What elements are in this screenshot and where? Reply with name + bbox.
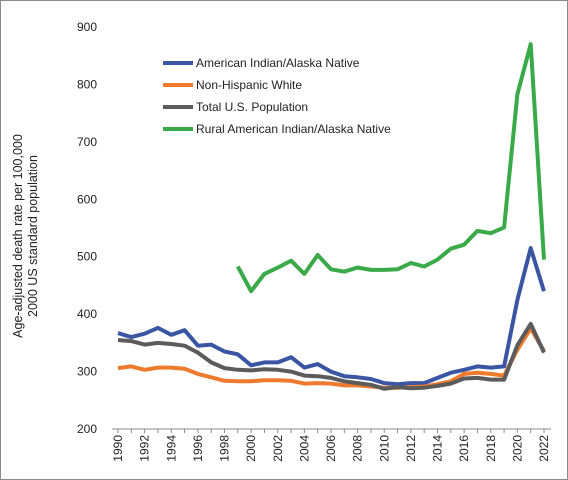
- series-line: [117, 321, 546, 391]
- x-tick-label: 2006: [324, 435, 338, 462]
- x-tick-label: 2018: [484, 435, 498, 462]
- y-tick-label: 300: [77, 365, 97, 379]
- y-axis-label-line2: 2000 US standard population: [26, 155, 40, 317]
- x-tick-label: 1994: [164, 435, 178, 462]
- series-line: [117, 326, 546, 390]
- x-tick-label: 2022: [537, 435, 551, 462]
- legend-label: Total U.S. Population: [196, 100, 308, 114]
- y-tick-label: 700: [77, 135, 97, 149]
- y-tick-label: 800: [77, 77, 97, 91]
- x-tick-label: 2020: [510, 435, 524, 462]
- x-tick-label: 2016: [457, 435, 471, 462]
- series-line: [117, 246, 546, 387]
- x-tick-label: 2010: [377, 435, 391, 462]
- x-tick-label: 1998: [218, 435, 232, 462]
- x-tick-label: 2004: [297, 435, 311, 462]
- y-tick-label: 500: [77, 250, 97, 264]
- y-tick-label: 200: [77, 422, 97, 436]
- y-tick-label: 900: [77, 20, 97, 34]
- legend-label: American Indian/Alaska Native: [196, 56, 360, 70]
- legend-label: Rural American Indian/Alaska Native: [196, 122, 391, 136]
- y-axis-label: Age-adjusted death rate per 100,000 2000…: [11, 134, 40, 338]
- y-tick-label: 400: [77, 307, 97, 321]
- legend-label: Non-Hispanic White: [196, 78, 302, 92]
- legend: American Indian/Alaska Native Non-Hispani…: [163, 56, 391, 136]
- x-tick-label: 2002: [271, 435, 285, 462]
- x-tick-label: 2000: [244, 435, 258, 462]
- x-tick-label: 1990: [111, 435, 125, 462]
- y-axis-label-line1: Age-adjusted death rate per 100,000: [11, 134, 25, 338]
- series-line: [236, 42, 546, 294]
- series-lines: [117, 42, 546, 391]
- x-tick-label: 2014: [431, 435, 445, 462]
- x-tick-label: 1996: [191, 435, 205, 462]
- x-axis-ticks: 1990 1992 1994 1996 1998 2000 2002 2004 2006 2008…: [111, 429, 551, 462]
- x-tick-label: 2012: [404, 435, 418, 462]
- x-tick-label: 1992: [138, 435, 152, 462]
- y-tick-label: 600: [77, 192, 97, 206]
- y-axis-ticks: 200 300 400 500 600 700 800 900: [77, 20, 97, 436]
- x-tick-label: 2008: [351, 435, 365, 462]
